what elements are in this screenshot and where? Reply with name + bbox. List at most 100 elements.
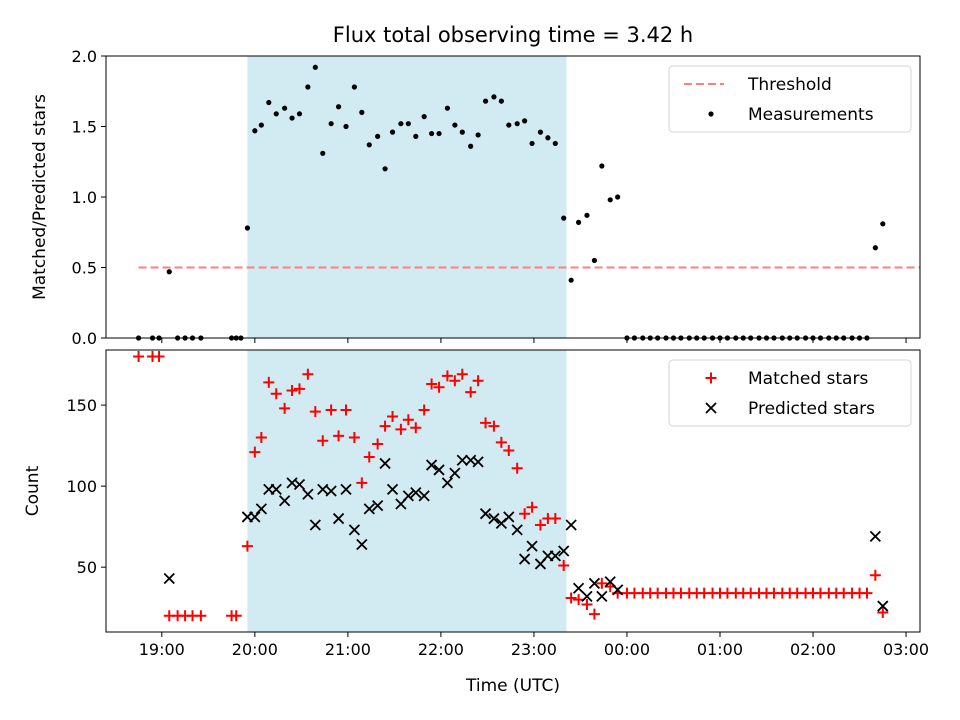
data-point: [273, 111, 279, 117]
data-point: [441, 477, 454, 489]
data-point: [880, 221, 886, 227]
data-point: [591, 257, 598, 264]
x-tick-label: 22:00: [418, 640, 464, 659]
data-point: [258, 122, 264, 128]
data-point: [452, 122, 458, 128]
data-point: [230, 610, 242, 622]
data-point: [482, 98, 489, 104]
data-point: [363, 451, 375, 463]
data-point: [456, 368, 468, 380]
data-point: [861, 587, 873, 599]
data-point: [449, 467, 461, 479]
data-point: [312, 64, 318, 70]
data-point: [348, 432, 360, 444]
series-matched-stars: [133, 350, 889, 622]
data-point: [869, 569, 881, 581]
data-point: [465, 386, 477, 398]
data-point: [573, 594, 585, 606]
data-point: [363, 503, 375, 515]
data-point: [386, 483, 399, 496]
data-point: [558, 560, 570, 572]
data-point: [581, 598, 593, 610]
legend: Threshold Measurements: [668, 65, 912, 133]
data-point: [429, 130, 435, 137]
data-point: [249, 446, 261, 458]
data-point: [255, 432, 267, 444]
y-tick-label: 0.5: [72, 259, 97, 278]
data-point: [506, 122, 512, 128]
x-tick-label: 00:00: [604, 640, 650, 659]
data-point: [518, 553, 531, 565]
y-axis-label: Count: [23, 465, 43, 516]
data-point: [398, 121, 404, 127]
data-point: [332, 512, 345, 525]
data-point: [195, 610, 207, 622]
data-point: [293, 383, 305, 395]
legend-label: Matched stars: [748, 369, 868, 389]
data-point: [511, 462, 523, 474]
plot-frame: [105, 55, 921, 339]
data-point: [459, 129, 465, 135]
data-point: [402, 414, 414, 426]
y-tick-label: 1.5: [72, 118, 97, 137]
data-point: [340, 404, 352, 416]
y-tick-label: 1.0: [72, 188, 97, 207]
data-point: [343, 123, 349, 130]
data-point: [389, 129, 396, 135]
legend-handle: [708, 111, 714, 117]
data-point: [293, 478, 306, 491]
data-point: [436, 130, 442, 137]
legend-label: Predicted stars: [748, 399, 875, 419]
data-point: [526, 501, 538, 513]
data-point: [433, 381, 445, 393]
data-point: [599, 163, 605, 169]
data-point: [549, 513, 561, 525]
data-point: [480, 417, 492, 429]
data-point: [244, 225, 251, 231]
y-tick-label: 2.0: [72, 47, 97, 66]
data-point: [418, 404, 430, 416]
data-point: [596, 590, 608, 602]
data-point: [534, 519, 546, 531]
data-point: [348, 524, 361, 536]
data-point: [529, 140, 535, 147]
data-point: [491, 94, 497, 100]
data-point: [545, 135, 551, 141]
data-point: [584, 212, 590, 218]
legend: Matched stars Predicted stars: [668, 359, 912, 427]
data-point: [537, 129, 544, 135]
data-point: [402, 490, 414, 502]
data-point: [596, 577, 608, 589]
data-point: [426, 378, 438, 390]
legend-label: Measurements: [748, 105, 874, 125]
data-point: [166, 269, 172, 275]
legend-handle: [705, 372, 717, 384]
data-point: [475, 132, 481, 138]
data-point: [479, 508, 492, 520]
data-point: [249, 511, 261, 523]
data-point: [320, 150, 326, 156]
data-point: [382, 166, 388, 172]
data-point: [333, 430, 345, 442]
data-point: [615, 194, 621, 200]
data-point: [575, 219, 582, 225]
data-point: [153, 350, 165, 362]
data-point: [503, 444, 515, 456]
data-point: [522, 118, 528, 124]
data-point: [410, 486, 422, 499]
data-point: [356, 538, 368, 551]
data-point: [568, 277, 574, 283]
data-point: [565, 592, 577, 604]
data-point: [612, 584, 624, 596]
y-tick-label: 100: [66, 477, 97, 496]
data-point: [588, 577, 601, 590]
data-point: [449, 375, 461, 387]
shaded-interval: [247, 56, 567, 338]
data-point: [395, 423, 407, 435]
legend-label: Threshold: [747, 75, 832, 95]
data-point: [511, 524, 523, 536]
y-tick-label: 0.0: [72, 329, 97, 348]
data-point: [263, 376, 275, 388]
data-point: [877, 607, 889, 619]
